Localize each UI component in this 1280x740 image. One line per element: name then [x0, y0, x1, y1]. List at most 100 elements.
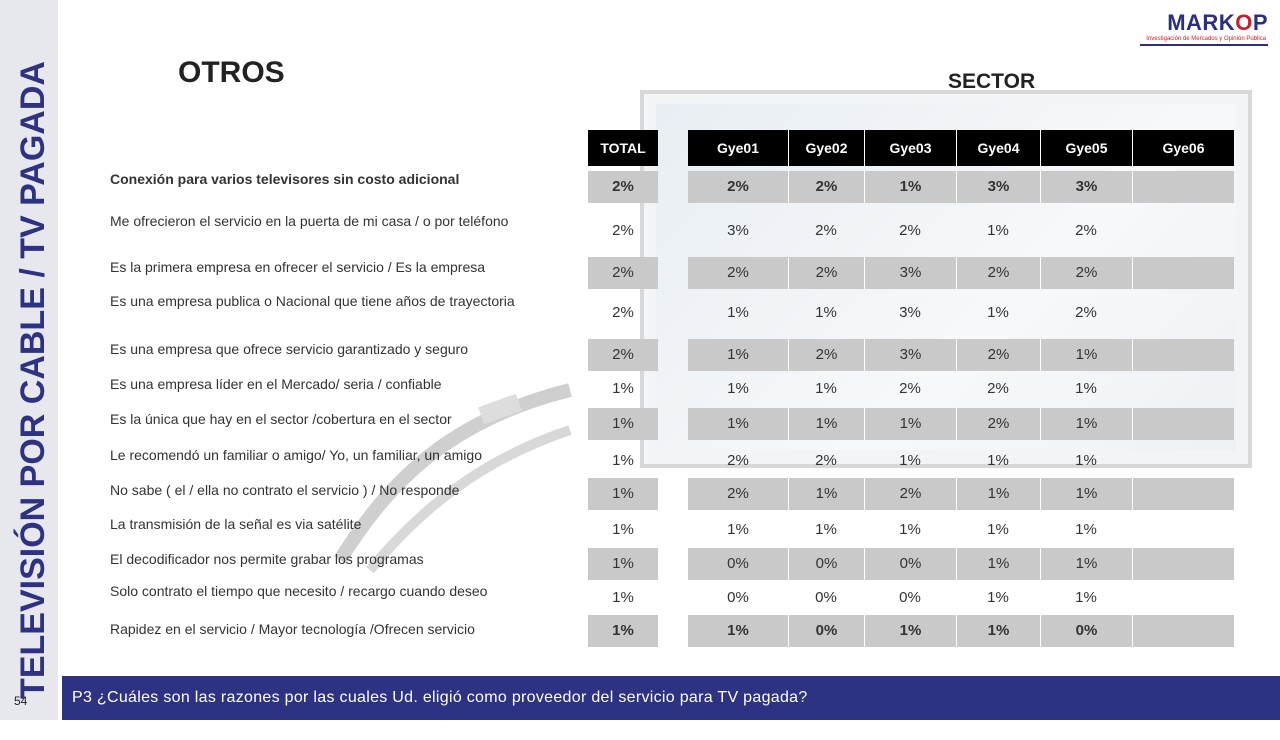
table-row: 1% 1% 2% 2% 1% — [688, 373, 1234, 405]
sector-cell-gye04: 2% — [987, 380, 1009, 397]
sector-cell-gye04: 2% — [956, 339, 1040, 371]
sector-cell-gye03: 2% — [864, 478, 956, 510]
table-row-total: 2% — [588, 257, 658, 289]
sector-cell-gye06 — [1132, 408, 1234, 440]
sector-cell-gye02: 2% — [788, 257, 864, 289]
table-row: 1% 1% 1% 1% 1% — [688, 514, 1234, 546]
sector-cell-gye01: 1% — [727, 622, 749, 639]
sector-cell-gye01: 1% — [727, 304, 749, 321]
table-row-total: 2% — [588, 339, 658, 371]
sector-cell-gye04: 1% — [956, 615, 1040, 647]
table-row: 0% 0% 0% 1% 1% — [688, 582, 1234, 614]
sector-cell-gye02: 2% — [815, 222, 837, 239]
sector-cell-gye04: 2% — [956, 257, 1040, 289]
sector-cell-gye01: 0% — [727, 555, 749, 572]
header-gye02: Gye02 — [788, 130, 864, 166]
sector-cell-gye01: 2% — [727, 178, 749, 195]
sector-cell-gye05: 2% — [1075, 222, 1097, 239]
table-row-total: 1% — [588, 582, 658, 614]
total-cell: 1% — [612, 555, 634, 572]
sector-title: SECTOR — [948, 70, 1036, 93]
reason-label: La transmisión de la señal es via satéli… — [110, 516, 362, 532]
sector-cell-gye06 — [1132, 582, 1234, 614]
sector-cell-gye01: 2% — [727, 264, 749, 281]
sector-cell-gye05: 1% — [1040, 478, 1132, 510]
markop-logo: MARKOP Investigación de Mercados y Opini… — [1138, 10, 1268, 46]
sector-cell-gye05: 3% — [1040, 171, 1132, 203]
page-number: 54 — [14, 694, 28, 708]
table-row: 2% 2% 1% 1% 1% — [688, 445, 1234, 477]
table-row: 2% 1% 2% 1% 1% — [688, 478, 1234, 510]
table-row-total: 1% — [588, 514, 658, 546]
total-cell: 1% — [612, 622, 634, 639]
table-row-total: 2% — [588, 215, 658, 247]
reason-label: Me ofrecieron el servicio en la puerta d… — [110, 213, 509, 229]
sector-cell-gye06 — [1132, 478, 1234, 510]
reason-label: El decodificador nos permite grabar los … — [110, 551, 424, 567]
sector-cell-gye02: 2% — [788, 339, 864, 371]
sector-cell-gye04: 3% — [956, 171, 1040, 203]
table-row-total: 2% — [588, 297, 658, 329]
reason-label: Le recomendó un familiar o amigo/ Yo, un… — [110, 447, 482, 463]
reason-label: Es la primera empresa en ofrecer el serv… — [110, 259, 486, 275]
header-gye06: Gye06 — [1132, 130, 1234, 166]
total-cell: 2% — [612, 178, 634, 195]
sector-cell-gye01: 1% — [727, 346, 749, 363]
sector-cell-gye03: 1% — [864, 171, 956, 203]
table-row: 1% 1% 3% 1% 2% — [688, 297, 1234, 329]
sector-cell-gye02: 1% — [815, 304, 837, 321]
sector-cell-gye03: 3% — [899, 304, 921, 321]
table-row-total: 1% — [588, 445, 658, 477]
cable-background-image — [334, 383, 572, 574]
header-gye04: Gye04 — [956, 130, 1040, 166]
sector-cell-gye04: 1% — [987, 589, 1009, 606]
total-cell: 2% — [612, 346, 634, 363]
total-cell: 1% — [612, 380, 634, 397]
sector-cell-gye03: 2% — [899, 222, 921, 239]
sector-cell-gye02: 1% — [788, 408, 864, 440]
sector-cell-gye06 — [1132, 339, 1234, 371]
sector-cell-gye03: 0% — [899, 589, 921, 606]
table-row: 1% 1% 1% 2% 1% — [688, 408, 1234, 440]
sector-cell-gye06 — [1132, 171, 1234, 203]
sector-cell-gye02: 1% — [788, 478, 864, 510]
sector-cell-gye05: 1% — [1075, 380, 1097, 397]
table-row-total: 1% — [588, 478, 658, 510]
sector-cell-gye02: 1% — [815, 521, 837, 538]
sector-cell-gye02: 0% — [788, 548, 864, 580]
sector-cell-gye06 — [1132, 445, 1234, 477]
sector-cell-gye05: 1% — [1075, 589, 1097, 606]
vertical-section-title: TELEVISIÓN POR CABLE / TV PAGADA — [14, 61, 52, 699]
sector-cell-gye03: 3% — [864, 257, 956, 289]
sector-cell-gye04: 1% — [987, 452, 1009, 469]
sector-cell-gye02: 1% — [815, 380, 837, 397]
header-gye05: Gye05 — [1040, 130, 1132, 166]
total-cell: 2% — [612, 304, 634, 321]
header-total: TOTAL — [600, 140, 646, 156]
total-cell: 1% — [612, 415, 634, 432]
left-side-band — [0, 0, 58, 720]
sector-cell-gye02: 0% — [815, 589, 837, 606]
logo-underline — [1140, 44, 1268, 46]
sector-cell-gye05: 1% — [1040, 548, 1132, 580]
table-row: 3% 2% 2% 1% 2% — [688, 215, 1234, 247]
sector-cell-gye05: 2% — [1040, 257, 1132, 289]
table-row-total: 2% — [588, 171, 658, 203]
total-column-header: TOTAL — [588, 130, 658, 166]
sector-cell-gye06 — [1132, 514, 1234, 546]
sector-cell-gye06 — [1132, 615, 1234, 647]
total-cell: 2% — [612, 222, 634, 239]
sector-cell-gye03: 1% — [864, 615, 956, 647]
sector-cell-gye02: 0% — [788, 615, 864, 647]
table-row-total: 1% — [588, 615, 658, 647]
total-cell: 1% — [612, 521, 634, 538]
total-cell: 1% — [612, 589, 634, 606]
sector-cell-gye02: 2% — [815, 452, 837, 469]
reason-label: Solo contrato el tiempo que necesito / r… — [110, 583, 488, 599]
sector-cell-gye01: 0% — [727, 589, 749, 606]
sector-cell-gye03: 1% — [899, 452, 921, 469]
sector-cell-gye04: 1% — [956, 548, 1040, 580]
page-title: OTROS — [178, 56, 285, 89]
sector-cell-gye01: 1% — [727, 521, 749, 538]
sector-cell-gye03: 2% — [899, 380, 921, 397]
